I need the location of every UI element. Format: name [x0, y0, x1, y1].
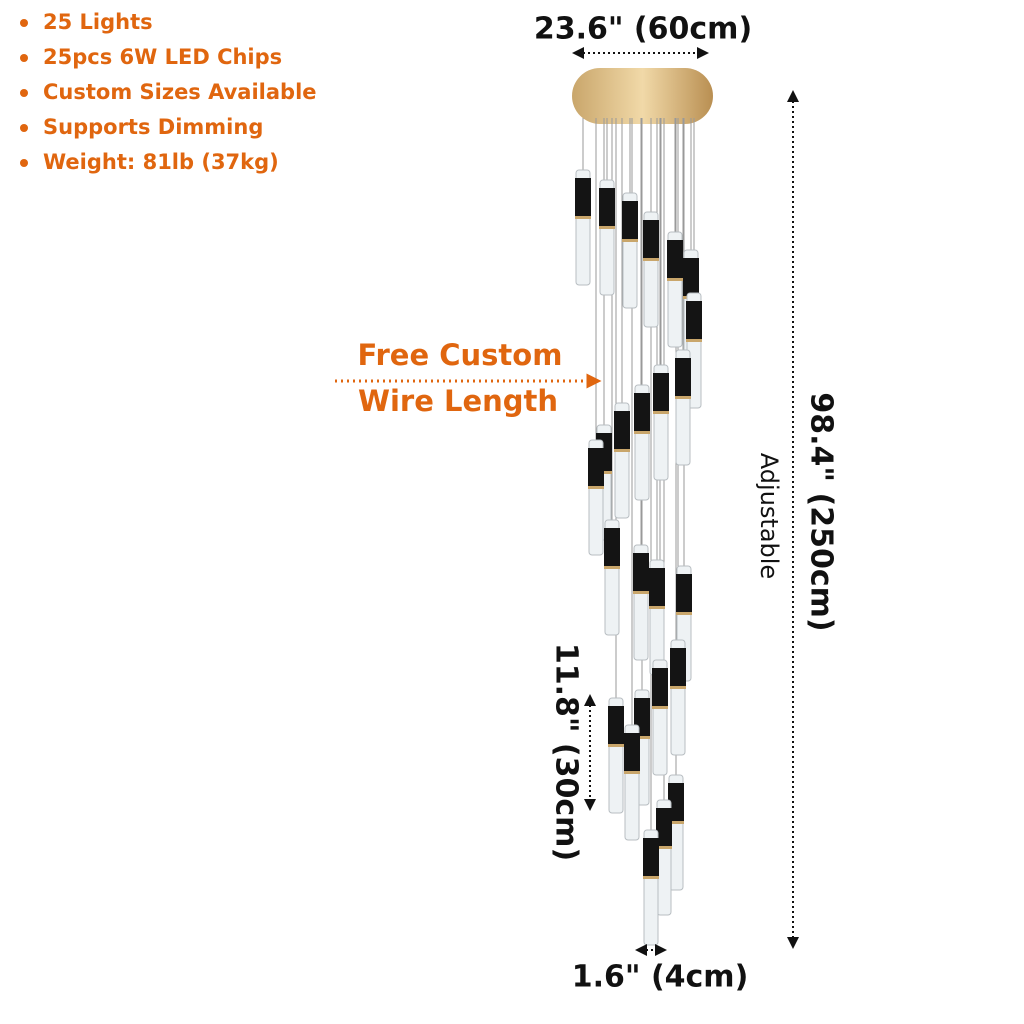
pendant [656, 799, 672, 916]
pendant-ring [634, 431, 650, 434]
bullet [20, 19, 28, 27]
pendant-ring [634, 736, 650, 739]
pendant-sleeve [634, 393, 650, 433]
pendant-sleeve [656, 808, 672, 848]
pendant-sleeve [653, 373, 669, 413]
pendant-ring [653, 411, 669, 414]
pendant-ring [652, 706, 668, 709]
pendant-ring [668, 821, 684, 824]
pendant-ring [633, 591, 649, 594]
pendant [624, 724, 640, 841]
pendant [599, 179, 615, 296]
feature: 25pcs 6W LED Chips [43, 45, 282, 69]
pendant [634, 384, 650, 501]
pendant-ring [670, 686, 686, 689]
pendant-sleeve [608, 706, 624, 746]
pendant [633, 544, 649, 661]
pendant-sleeve [676, 574, 692, 614]
pendant [676, 565, 692, 682]
pendant-sleeve [643, 838, 659, 878]
pendant-sleeve [588, 448, 604, 488]
pendant-sleeve [686, 301, 702, 341]
pendant-sleeve [633, 553, 649, 593]
feature: Custom Sizes Available [43, 80, 317, 104]
feature: Supports Dimming [43, 115, 263, 139]
pendant-ring [588, 486, 604, 489]
pendant-ring [643, 876, 659, 879]
pendant [653, 364, 669, 481]
pendant-ring [575, 216, 591, 219]
pendant-sleeve [652, 668, 668, 708]
pendant [649, 559, 665, 676]
pendant-ring [614, 449, 630, 452]
pendant-sleeve [614, 411, 630, 451]
length-label: 11.8" (30cm) [549, 643, 584, 861]
pendant-sleeve [683, 258, 699, 298]
pendant [670, 639, 686, 756]
pendant [652, 659, 668, 776]
pendant-sleeve [604, 528, 620, 568]
canopy [572, 68, 713, 124]
height-label: 98.4" (250cm) [804, 392, 839, 631]
adjustable-label: Adjustable [755, 453, 783, 579]
feature: Weight: 81lb (37kg) [43, 150, 279, 174]
pendant [622, 192, 638, 309]
pendant-ring [656, 846, 672, 849]
chandelier [572, 68, 713, 946]
bullet [20, 124, 28, 132]
pendant-sleeve [624, 733, 640, 773]
pendant [604, 519, 620, 636]
callout-line: Wire Length [358, 384, 558, 418]
diameter-label: 1.6" (4cm) [572, 960, 749, 995]
pendant-sleeve [575, 178, 591, 218]
feature: 25 Lights [43, 10, 153, 34]
bullet [20, 54, 28, 62]
pendant-ring [608, 744, 624, 747]
pendant-ring [676, 612, 692, 615]
width-label: 23.6" (60cm) [534, 12, 752, 47]
pendant-sleeve [622, 201, 638, 241]
pendant-ring [667, 278, 683, 281]
pendant-ring [599, 226, 615, 229]
pendant-sleeve [643, 220, 659, 260]
pendant-ring [649, 606, 665, 609]
pendant-sleeve [675, 358, 691, 398]
pendant [588, 439, 604, 556]
pendant-ring [624, 771, 640, 774]
callout-line: Free Custom [358, 338, 563, 372]
pendant [643, 829, 659, 946]
pendant-sleeve [670, 648, 686, 688]
pendant-ring [675, 396, 691, 399]
pendant-ring [643, 258, 659, 261]
pendant [643, 211, 659, 328]
pendant-ring [622, 239, 638, 242]
pendant [675, 349, 691, 466]
pendant-sleeve [649, 568, 665, 608]
pendant [575, 169, 591, 286]
bullet [20, 159, 28, 167]
pendant [667, 231, 683, 348]
pendant-ring [604, 566, 620, 569]
pendant [608, 697, 624, 814]
pendant [614, 402, 630, 519]
bullet [20, 89, 28, 97]
pendant-sleeve [667, 240, 683, 280]
pendant-sleeve [599, 188, 615, 228]
feature-list: 25 Lights 25pcs 6W LED Chips Custom Sizes … [20, 10, 317, 174]
pendant-ring [686, 339, 702, 342]
